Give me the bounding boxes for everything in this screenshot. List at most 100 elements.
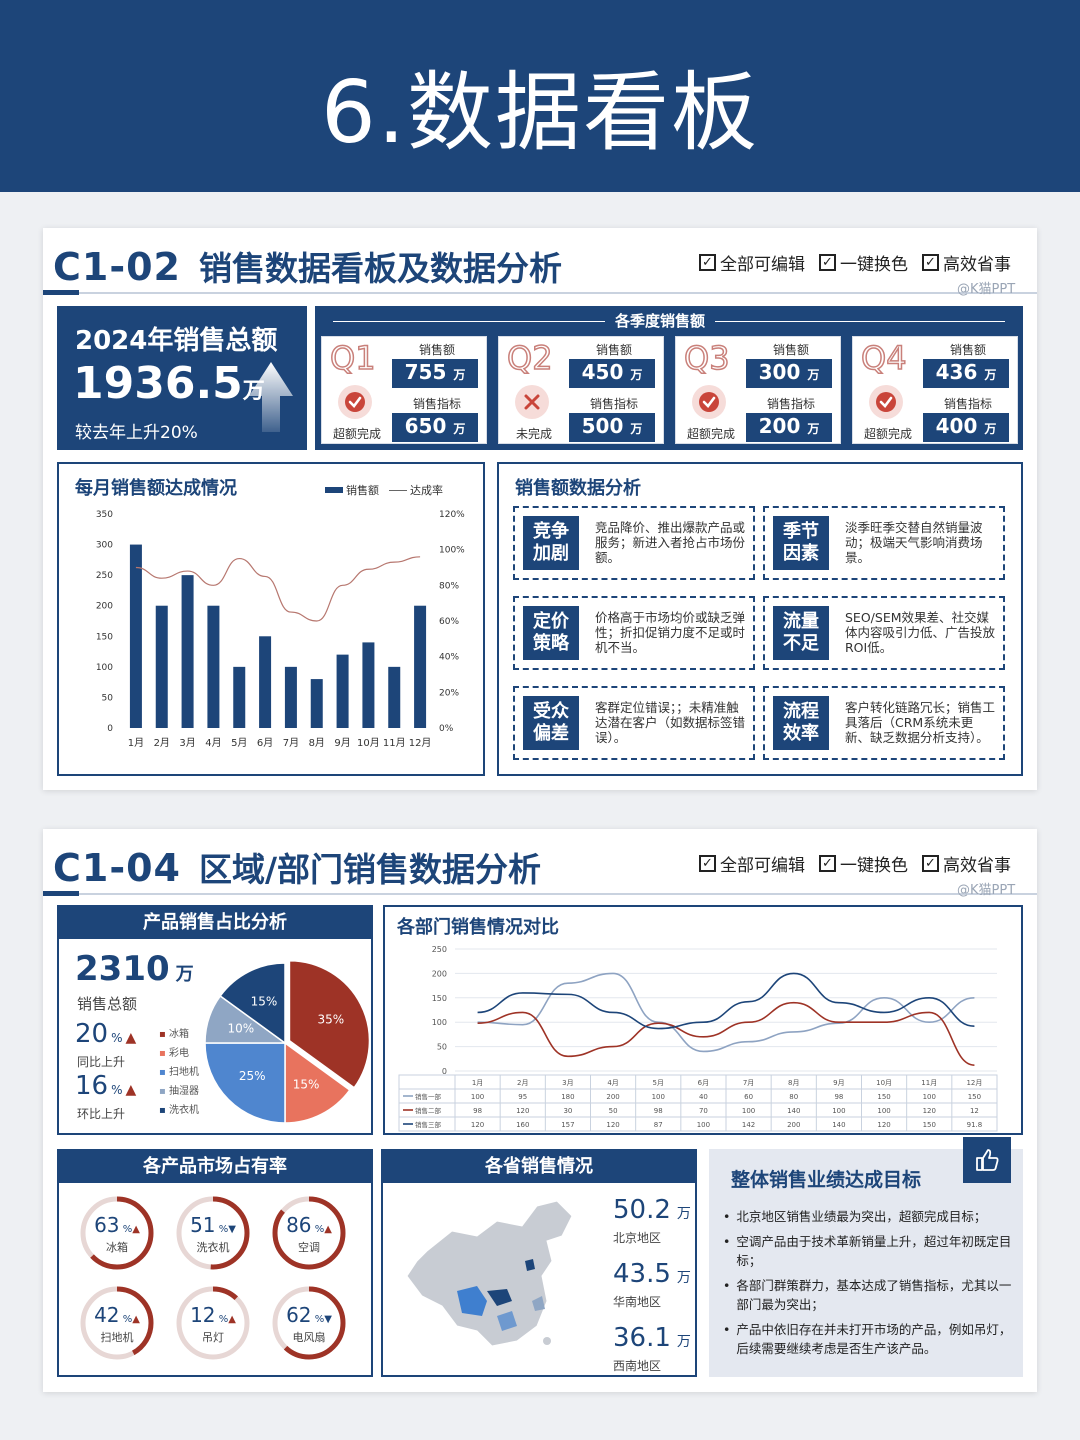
ring-value: 63 bbox=[94, 1213, 120, 1237]
legend-bar-label: 销售额 bbox=[346, 484, 379, 497]
x-tick-label: 3月 bbox=[179, 737, 195, 749]
ring-value: 42 bbox=[94, 1303, 120, 1327]
province-label: 华南地区 bbox=[613, 1295, 662, 1309]
quarter-name: Q4 bbox=[860, 338, 907, 378]
quarter-status: 未完成 bbox=[515, 427, 552, 441]
table-header-cell: 5月 bbox=[653, 1079, 664, 1087]
watermark: @K猫PPT bbox=[957, 883, 1016, 898]
ring-label: 吊灯 bbox=[202, 1331, 224, 1344]
goal-box: 整体销售业绩达成目标 • 北京地区销售业绩最为突出，超额完成目标； • 空调产品由于技… bbox=[709, 1137, 1023, 1377]
yoy-pct: % bbox=[111, 1031, 123, 1045]
page-title: 6.数据看板 bbox=[320, 63, 760, 163]
legend-item: ▪ 抽湿器 bbox=[159, 1086, 199, 1097]
table-cell: 40 bbox=[699, 1093, 708, 1101]
china-map-icon bbox=[406, 1200, 573, 1347]
analysis-tag-line: 策略 bbox=[533, 633, 569, 654]
target-label: 销售指标 bbox=[766, 397, 815, 411]
checkbox-icon: ✓ bbox=[699, 254, 716, 271]
pie-legend: ▪ 冰箱 ▪ 彩电 ▪ 扫地机 ▪ 抽湿器 ▪ 洗衣机 bbox=[159, 1025, 199, 1120]
x-tick-label: 8月 bbox=[309, 737, 325, 749]
checkbox-icon: ✓ bbox=[819, 855, 836, 872]
analysis-text: 客群定位错误；；未精准触达潜在客户（如数据标签错误）。 bbox=[595, 700, 746, 745]
mom-pct: % bbox=[111, 1083, 123, 1097]
yoy-value: 20 bbox=[75, 1019, 109, 1049]
analysis-tag-line: 效率 bbox=[783, 723, 819, 744]
up-triangle-icon: ▲ bbox=[228, 1314, 236, 1325]
analysis-title: 销售额数据分析 bbox=[515, 478, 641, 499]
sales-label: 销售额 bbox=[595, 343, 632, 357]
ring-pct: % bbox=[215, 1314, 229, 1325]
analysis-tag-line: 竞争 bbox=[533, 521, 569, 542]
feature-recolor: ✓ 一键换色 bbox=[819, 250, 908, 275]
province-title: 各省销售情况 bbox=[383, 1151, 695, 1183]
ring-value: 51 bbox=[190, 1213, 216, 1237]
bar bbox=[284, 666, 297, 728]
table-cell: 120 bbox=[471, 1121, 484, 1129]
table-cell: 120 bbox=[923, 1107, 936, 1115]
pie-slice bbox=[204, 1042, 286, 1124]
goal-item: • 产品中依旧存在并未打开市场的产品，例如吊灯，后续需要继续考虑是否生产该产品。 bbox=[723, 1320, 1013, 1358]
dept-series-line bbox=[477, 972, 975, 1030]
table-cell: 180 bbox=[561, 1093, 574, 1101]
y2-tick-label: 80% bbox=[439, 581, 459, 591]
x-tick-label: 1月 bbox=[128, 737, 144, 749]
bar bbox=[181, 575, 194, 728]
total-sales-value: 1936.5 bbox=[73, 358, 243, 409]
market-share-ring: 62 %▼ 电风扇 bbox=[269, 1283, 349, 1363]
feature-editable: ✓ 全部可编辑 bbox=[699, 250, 805, 275]
legend-item: ▪ 扫地机 bbox=[159, 1067, 199, 1078]
y-tick-label: 150 bbox=[432, 994, 447, 1003]
analysis-tag-line: 定价 bbox=[533, 611, 569, 632]
down-triangle-icon: ▼ bbox=[228, 1224, 236, 1235]
monthly-chart-title: 每月销售额达成情况 bbox=[75, 478, 237, 499]
goal-item: • 北京地区销售业绩最为突出，超额完成目标； bbox=[723, 1207, 1013, 1226]
table-cell: 50 bbox=[609, 1107, 618, 1115]
y-tick-label: 250 bbox=[432, 945, 447, 954]
ring-gauge bbox=[272, 1286, 346, 1360]
table-cell: 160 bbox=[516, 1121, 529, 1129]
table-header-cell: 6月 bbox=[698, 1079, 709, 1087]
table-cell: 150 bbox=[968, 1093, 981, 1101]
ring-fill bbox=[80, 1196, 154, 1270]
quarter-name: Q2 bbox=[506, 338, 553, 378]
y-tick-label: 50 bbox=[437, 1043, 447, 1052]
dept-series-line bbox=[477, 1001, 975, 1066]
feature-efficient: ✓ 高效省事 bbox=[922, 250, 1011, 275]
y-tick-label: 350 bbox=[96, 510, 113, 520]
quarter-card: Q2 未完成 销售额 450 万销售指标 500 万 bbox=[498, 336, 664, 444]
check-icon bbox=[692, 385, 726, 419]
ring-fill bbox=[272, 1286, 346, 1360]
analysis-card: 流程 效率 客户转化链路冗长；销售工具落后（CRM系统未更新、缺乏数据分析支持）。 bbox=[763, 686, 1005, 760]
up-arrow-icon bbox=[249, 362, 293, 432]
table-cell: 140 bbox=[787, 1107, 800, 1115]
bar bbox=[414, 605, 427, 728]
x-tick-label: 2月 bbox=[154, 737, 170, 749]
analysis-card: 受众 偏差 客群定位错误；；未精准触达潜在客户（如数据标签错误）。 bbox=[513, 686, 755, 760]
ring-gauge bbox=[176, 1196, 250, 1270]
quarter-name: Q1 bbox=[329, 338, 376, 378]
quarter-heading: 各季度销售额 bbox=[605, 310, 716, 331]
quarter-status: 超额完成 bbox=[686, 427, 735, 441]
feature-editable: ✓ 全部可编辑 bbox=[699, 851, 805, 876]
legend-item: ▪ 彩电 bbox=[159, 1048, 189, 1059]
target-label: 销售指标 bbox=[589, 397, 638, 411]
ring-value-line: 51 %▼ bbox=[173, 1213, 253, 1237]
y2-tick-label: 20% bbox=[439, 688, 459, 698]
analysis-card: 竞争 加剧 竞品降价、推出爆款产品或服务；新进入者抢占市场份额。 bbox=[513, 506, 755, 580]
slide-regional-dashboard: C1-04 区域/部门销售数据分析 ✓ 全部可编辑 ✓ 一键换色 ✓ 高效省事 @K猫… bbox=[43, 829, 1037, 1392]
target-value: 400 万 bbox=[923, 413, 1009, 442]
product-share-box: 产品销售占比分析 2310 万 销售总额 20 % ▲ 同比上升 16 % ▲ … bbox=[57, 905, 373, 1135]
slide-title: 销售数据看板及数据分析 bbox=[198, 249, 562, 288]
ring-fill bbox=[176, 1196, 250, 1270]
table-header-cell: 3月 bbox=[562, 1079, 573, 1087]
x-tick-label: 12月 bbox=[409, 737, 432, 749]
checkbox-icon: ✓ bbox=[922, 855, 939, 872]
province-unit: 万 bbox=[676, 1270, 691, 1286]
market-share-ring: 12 %▲ 吊灯 bbox=[173, 1283, 253, 1363]
goal-title: 整体销售业绩达成目标 bbox=[731, 1169, 922, 1191]
y2-tick-label: 120% bbox=[439, 510, 465, 520]
table-cell: 150 bbox=[877, 1093, 890, 1101]
header-band bbox=[0, 0, 1080, 192]
goal-item: • 空调产品由于技术革新销量上升，超过年初既定目标； bbox=[723, 1232, 1013, 1270]
sales-value: 436 万 bbox=[923, 359, 1009, 388]
